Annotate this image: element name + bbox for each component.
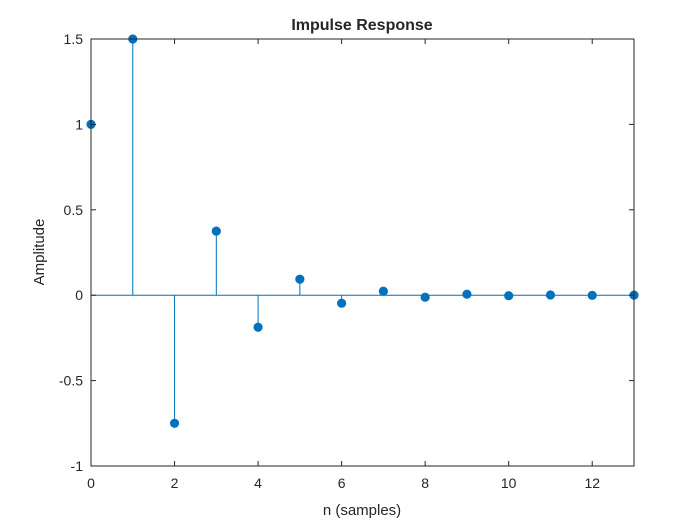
- y-tick-label: -0.5: [59, 373, 83, 389]
- y-axis-label: Amplitude: [31, 219, 48, 286]
- y-tick-label: 0.5: [64, 202, 84, 218]
- x-axis-label: n (samples): [323, 502, 401, 519]
- stem-marker: [295, 274, 305, 284]
- stem-marker: [545, 290, 556, 300]
- y-ticks: -1 -0.5 0 0.5 1 1.5: [59, 31, 634, 474]
- axes-box: [90, 38, 635, 467]
- y-tick-label: 1: [75, 116, 83, 132]
- x-tick-label: 0: [87, 475, 95, 491]
- stem-marker: [378, 286, 388, 296]
- markers-layer: [86, 34, 639, 428]
- plot-area: [91, 39, 634, 466]
- stem-marker: [420, 292, 430, 302]
- stem-marker: [462, 289, 472, 299]
- x-tick-label: 8: [421, 475, 429, 491]
- x-tick-label: 2: [171, 475, 179, 491]
- x-tick-label: 10: [501, 475, 517, 491]
- x-tick-label: 12: [584, 475, 600, 491]
- chart-title: Impulse Response: [291, 17, 432, 34]
- x-ticks: 0 2 4 6 8 10 12: [87, 39, 600, 491]
- y-tick-label: 1.5: [64, 31, 84, 47]
- y-tick-label: -1: [71, 458, 84, 474]
- y-tick-label: 0: [75, 287, 83, 303]
- stem-marker: [337, 298, 347, 308]
- stem-marker: [211, 226, 221, 236]
- stem-marker: [504, 291, 514, 301]
- stem-marker: [169, 418, 180, 428]
- stem-marker: [253, 322, 263, 332]
- stem-marker: [587, 290, 597, 300]
- x-tick-label: 6: [338, 475, 346, 491]
- x-tick-label: 4: [254, 475, 262, 491]
